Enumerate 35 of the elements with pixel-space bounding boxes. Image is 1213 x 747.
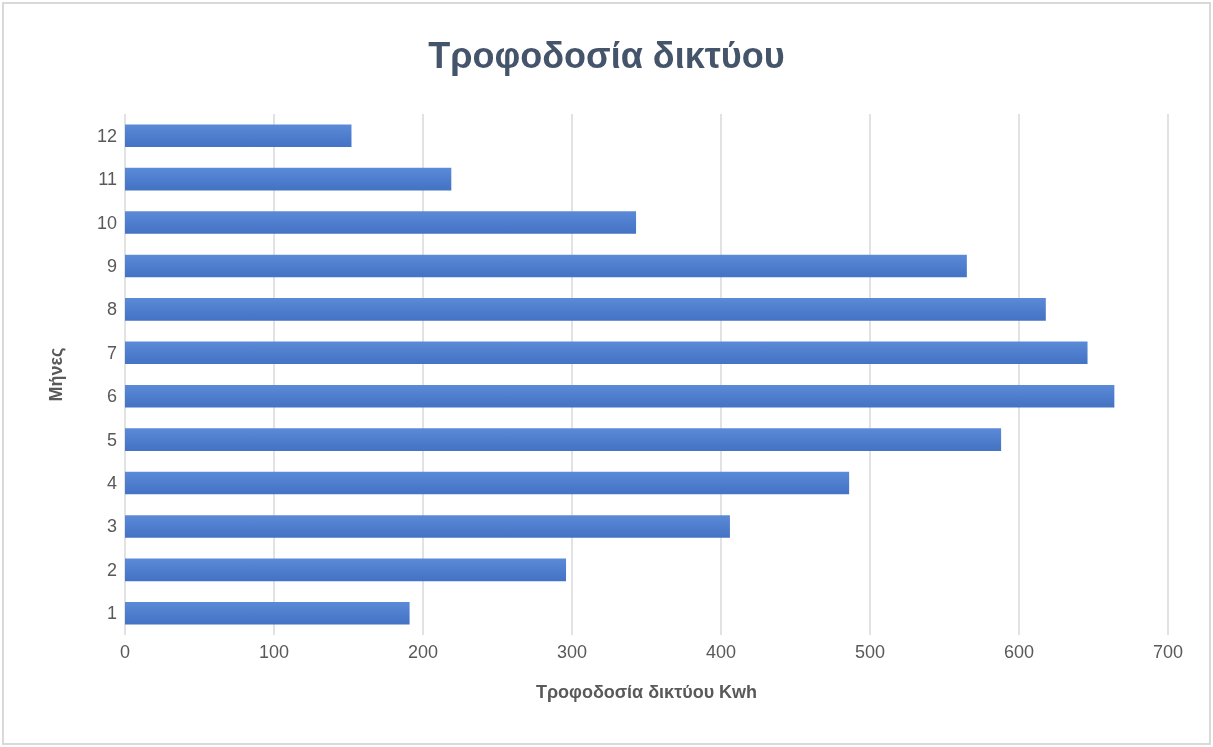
y-tick-label: 8 bbox=[106, 299, 117, 320]
x-tick-label: 500 bbox=[854, 642, 886, 662]
bar bbox=[125, 124, 352, 147]
x-axis-title: Τροφοδοσία δικτύου Kwh bbox=[535, 682, 758, 702]
y-tick-label: 12 bbox=[96, 125, 117, 146]
y-tick-label: 3 bbox=[106, 516, 117, 537]
y-tick-label: 6 bbox=[106, 386, 117, 407]
bar bbox=[125, 211, 637, 234]
y-tick-label: 10 bbox=[96, 212, 117, 233]
y-axis-title: Μήνες bbox=[46, 347, 66, 402]
bar bbox=[125, 602, 410, 625]
bar bbox=[125, 298, 1046, 321]
bar bbox=[125, 167, 452, 191]
bar bbox=[125, 254, 967, 278]
y-tick-label: 1 bbox=[106, 603, 117, 624]
bar bbox=[125, 428, 1002, 451]
bar bbox=[125, 471, 850, 495]
y-tick-label: 7 bbox=[106, 342, 117, 363]
chart-title: Τροφοδοσία δικτύου bbox=[428, 34, 785, 76]
x-tick-label: 100 bbox=[258, 642, 290, 662]
bar bbox=[125, 341, 1088, 365]
x-tick-label: 600 bbox=[1003, 642, 1035, 662]
x-tick-label: 400 bbox=[705, 642, 737, 662]
x-tick-label: 200 bbox=[407, 642, 439, 662]
y-tick-label: 9 bbox=[106, 255, 117, 276]
x-tick-label: 700 bbox=[1152, 642, 1184, 662]
y-tick-label: 2 bbox=[106, 559, 117, 580]
y-tick-label: 4 bbox=[106, 473, 117, 494]
bar bbox=[125, 515, 730, 538]
x-tick-label: 300 bbox=[556, 642, 588, 662]
bar bbox=[125, 384, 1115, 408]
y-tick-label: 11 bbox=[98, 169, 117, 190]
bar bbox=[125, 558, 567, 582]
x-tick-label: 0 bbox=[119, 642, 131, 662]
y-tick-label: 5 bbox=[106, 429, 117, 450]
